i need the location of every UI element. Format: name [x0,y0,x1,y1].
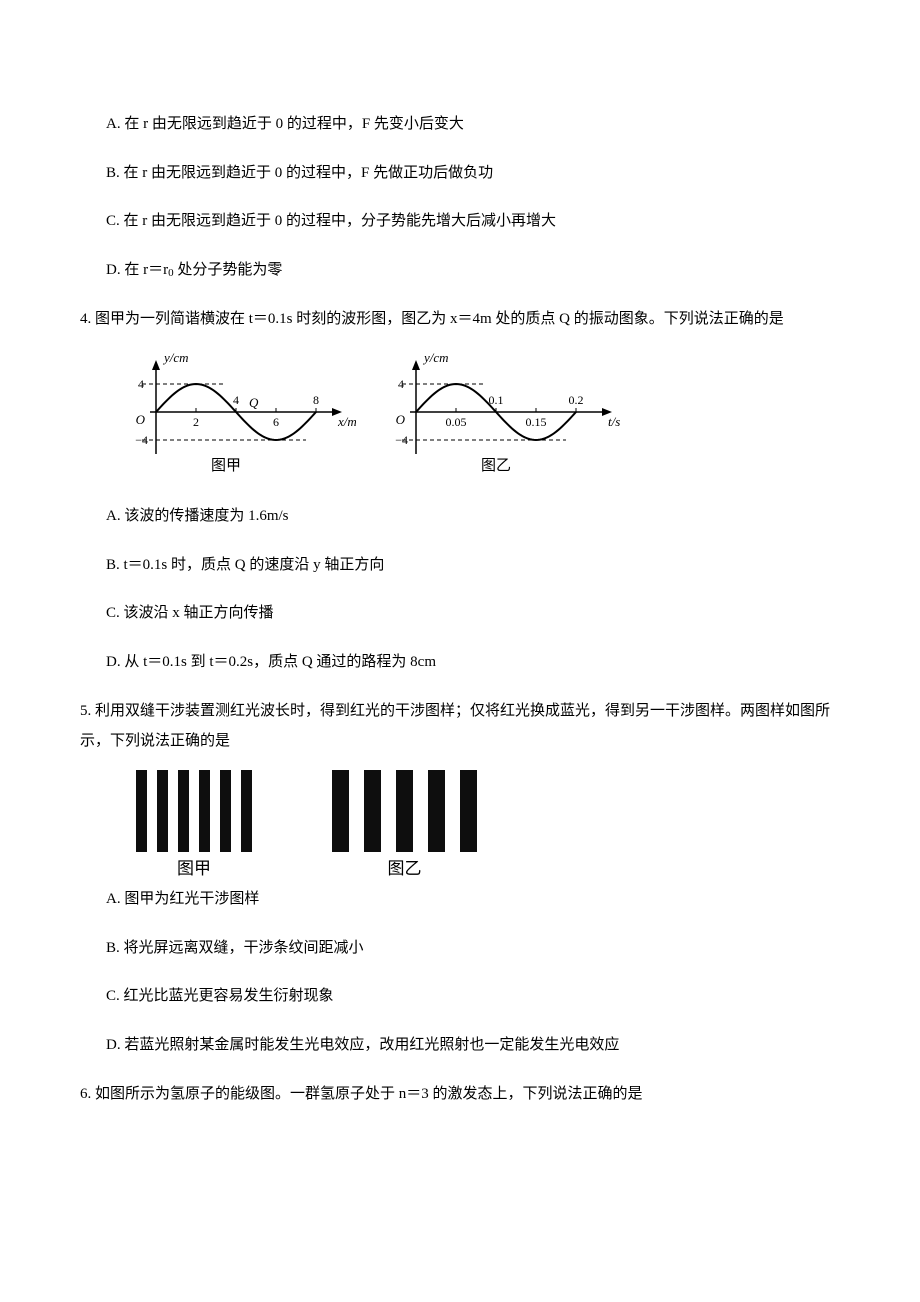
q4-option-c: C. 该波沿 x 轴正方向传播 [106,599,840,628]
interf-yi-caption: 图乙 [388,854,422,879]
svg-text:0.15: 0.15 [526,415,547,429]
q3-option-b: B. 在 r 由无限远到趋近于 0 的过程中，F 先做正功后做负功 [106,159,840,188]
q5-option-a: A. 图甲为红光干涉图样 [106,885,840,914]
svg-text:−4: −4 [395,433,408,447]
q3d-post: 处分子势能为零 [174,262,283,278]
svg-text:6: 6 [273,415,279,429]
q5-option-b: B. 将光屏远离双缝，干涉条纹间距减小 [106,934,840,963]
svg-text:4: 4 [138,377,144,391]
svg-text:2: 2 [193,415,199,429]
q5-figures: 图甲 图乙 [136,770,840,879]
q3d-pre: D. 在 r＝r [106,262,168,278]
interf-jia-block: 图甲 [136,770,252,879]
q5-option-d: D. 若蓝光照射某金属时能发生光电效应，改用红光照射也一定能发生光电效应 [106,1031,840,1060]
q4-stem: 4. 图甲为一列简谐横波在 t＝0.1s 时刻的波形图，图乙为 x＝4m 处的质… [80,304,840,334]
interf-yi-block: 图乙 [332,770,477,879]
wave-figure-right: 0.05 0.1 0.15 0.2 4 −4 Oy/cm t/s 图乙 [386,348,636,488]
interf-jia-caption: 图甲 [177,854,211,879]
q6-stem: 6. 如图所示为氢原子的能级图。一群氢原子处于 n＝3 的激发态上，下列说法正确… [80,1079,840,1109]
svg-text:x/m: x/m [337,414,356,429]
svg-text:4: 4 [233,393,239,407]
interf-yi [332,770,477,852]
q5-stem-line: 5. 利用双缝干涉装置测红光波长时，得到红光的干涉图样；仅将红光换成蓝光，得到另… [80,703,830,749]
svg-text:0.05: 0.05 [446,415,467,429]
svg-text:−4: −4 [135,433,148,447]
q4-option-d: D. 从 t＝0.1s 到 t＝0.2s，质点 Q 通过的路程为 8cm [106,648,840,677]
svg-text:图甲: 图甲 [211,457,241,474]
svg-text:0.2: 0.2 [569,393,584,407]
svg-text:4: 4 [398,377,404,391]
q3-option-d: D. 在 r＝r0 处分子势能为零 [106,256,840,285]
interf-jia [136,770,252,852]
svg-text:y/cm: y/cm [162,350,189,365]
svg-text:O: O [396,412,406,427]
svg-text:O: O [136,412,146,427]
wave-figure-left: 2468Q4−4Oy/cmx/m图甲 [126,348,356,488]
svg-text:Q: Q [249,395,259,410]
q5-option-c: C. 红光比蓝光更容易发生衍射现象 [106,982,840,1011]
svg-text:图乙: 图乙 [481,457,511,474]
q4-option-a: A. 该波的传播速度为 1.6m/s [106,502,840,531]
q3-option-c: C. 在 r 由无限远到趋近于 0 的过程中，分子势能先增大后减小再增大 [106,207,840,236]
svg-text:y/cm: y/cm [422,350,449,365]
q4-figures: 2468Q4−4Oy/cmx/m图甲 0.050.10.150.24−4Oy/c… [126,348,840,488]
svg-text:8: 8 [313,393,319,407]
svg-text:0.1: 0.1 [489,393,504,407]
q4-option-b: B. t＝0.1s 时，质点 Q 的速度沿 y 轴正方向 [106,551,840,580]
svg-text:t/s: t/s [608,414,620,429]
q3-option-a: A. 在 r 由无限远到趋近于 0 的过程中，F 先变小后变大 [106,110,840,139]
q5-stem: 5. 利用双缝干涉装置测红光波长时，得到红光的干涉图样；仅将红光换成蓝光，得到另… [80,696,840,756]
